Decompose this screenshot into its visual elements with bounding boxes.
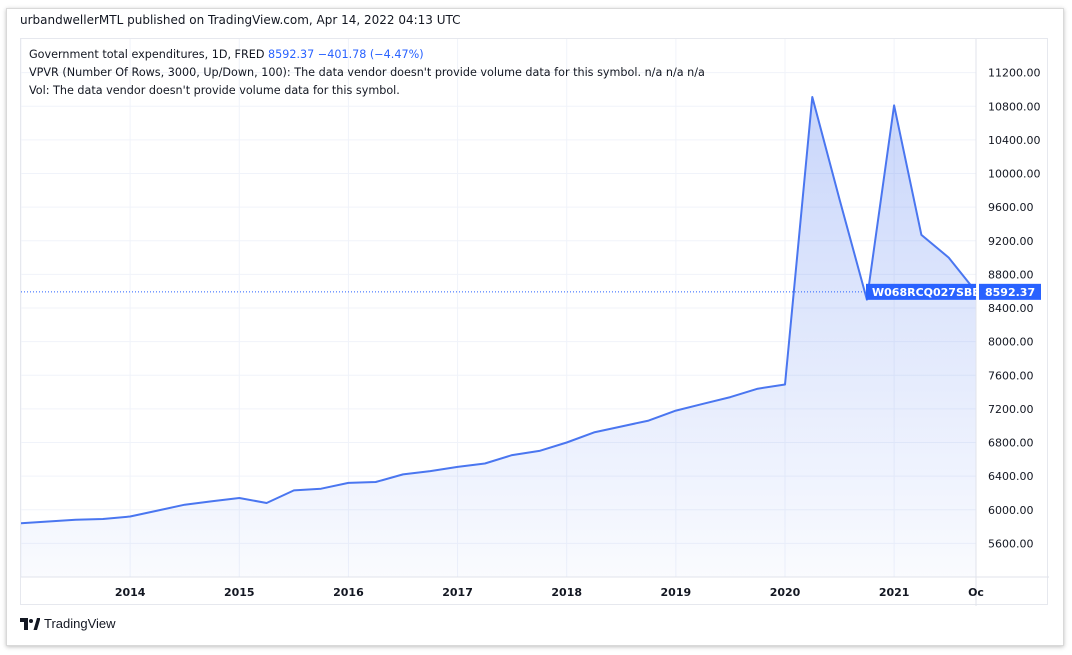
change-value: −401.78 (−4.47%) [317,48,424,61]
data-point [510,453,514,457]
y-tick-label: 6000.00 [988,504,1034,517]
data-point [810,95,814,99]
y-tick-label: 10000.00 [988,168,1041,181]
data-point [838,198,842,202]
data-point [237,496,241,500]
data-point [292,488,296,492]
y-tick-label: 8400.00 [988,302,1034,315]
data-point [647,419,651,423]
x-axis: 320142015201620172018201920202021Oc [21,576,1049,599]
data-point [183,503,187,507]
chart-area[interactable]: 5600.00 6000.00 6400.00 6800.00 7200.00 7600.… [20,38,1049,606]
data-point [265,501,269,505]
data-point [756,387,760,391]
data-point [346,481,350,485]
data-point [783,382,787,386]
area-fill [21,97,976,577]
x-tick-label: 2019 [661,586,692,599]
y-tick-label: 9200.00 [988,235,1034,248]
y-tick-label: 5600.00 [988,537,1034,550]
symbol-tag: W068RCQ027SBEA [872,286,989,299]
data-point [537,449,541,453]
y-tick-label: 6800.00 [988,437,1034,450]
data-point [210,499,214,503]
data-point [456,465,460,469]
x-tick-label: 2018 [551,586,582,599]
x-tick-label: 2015 [224,586,255,599]
chart-svg[interactable]: 5600.00 6000.00 6400.00 6800.00 7200.00 7600.… [21,39,1049,606]
x-tick-label: 2016 [333,586,364,599]
brand-name: TradingView [44,616,116,631]
price-tag-bg [979,283,1041,300]
x-tick-label: 2020 [770,586,801,599]
data-point [483,462,487,466]
published-caption: urbandwellerMTL published on TradingView… [20,13,461,27]
data-point [728,395,732,399]
y-tick-label: 8800.00 [988,268,1034,281]
data-point [892,103,896,107]
data-point [74,518,78,522]
data-point [401,472,405,476]
data-point [701,402,705,406]
y-tick-label: 7200.00 [988,403,1034,416]
data-point [919,233,923,237]
price-label: W068RCQ027SBEA 8592.37 [866,283,1041,300]
y-tick-label: 10800.00 [988,100,1041,113]
legend-vol: Vol: The data vendor doesn't provide vol… [29,84,400,97]
last-value: 8592.37 [268,48,315,61]
tradingview-logo[interactable]: TradingView [20,616,116,631]
data-point [319,487,323,491]
data-point [155,509,159,513]
x-tick-label: 2017 [442,586,473,599]
price-tag: 8592.37 [985,286,1035,299]
y-tick-label: 9600.00 [988,201,1034,214]
symbol-tag-bg [866,283,976,300]
data-point [101,517,105,521]
y-tick-label: 7600.00 [988,369,1034,382]
legend-main: Government total expenditures, 1D, FRED … [29,48,424,61]
y-tick-label: 6400.00 [988,470,1034,483]
y-tick-label: 11200.00 [988,67,1041,80]
data-point [592,430,596,434]
data-point [565,441,569,445]
data-point [128,514,132,518]
y-tick-label: 10400.00 [988,134,1041,147]
y-axis: 5600.00 6000.00 6400.00 6800.00 7200.00 7600.… [975,39,1041,606]
x-tick-label: 2021 [879,586,910,599]
tradingview-icon [20,617,40,630]
series-name: Government total expenditures, 1D, FRED [29,48,265,61]
data-point [428,469,432,473]
legend-vpvr: VPVR (Number Of Rows, 3000, Up/Down, 100… [29,66,705,79]
data-point [674,409,678,413]
y-tick-label: 8000.00 [988,336,1034,349]
x-tick-label: 2014 [115,586,146,599]
data-point [619,425,623,429]
series-line[interactable] [21,96,977,525]
x-tick-label: Oc [968,586,984,599]
data-point [46,520,50,524]
data-point [947,256,951,260]
data-point [374,480,378,484]
